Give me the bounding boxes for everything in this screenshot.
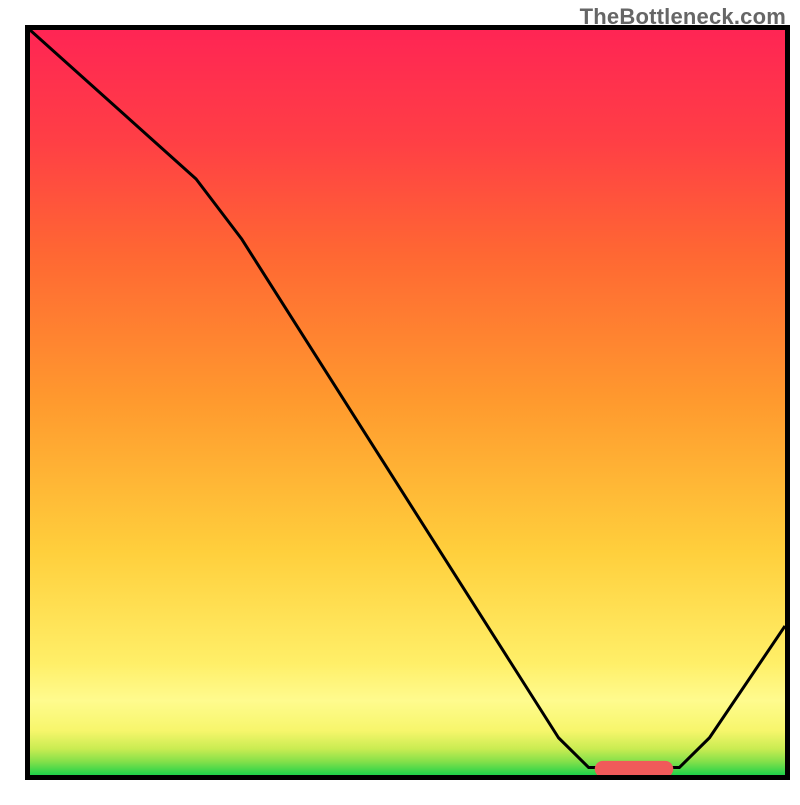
bottleneck-chart <box>0 0 800 800</box>
optimal-range-marker <box>595 761 674 777</box>
gradient-background <box>30 30 785 775</box>
chart-container: TheBottleneck.com <box>0 0 800 800</box>
attribution-text: TheBottleneck.com <box>580 4 786 30</box>
